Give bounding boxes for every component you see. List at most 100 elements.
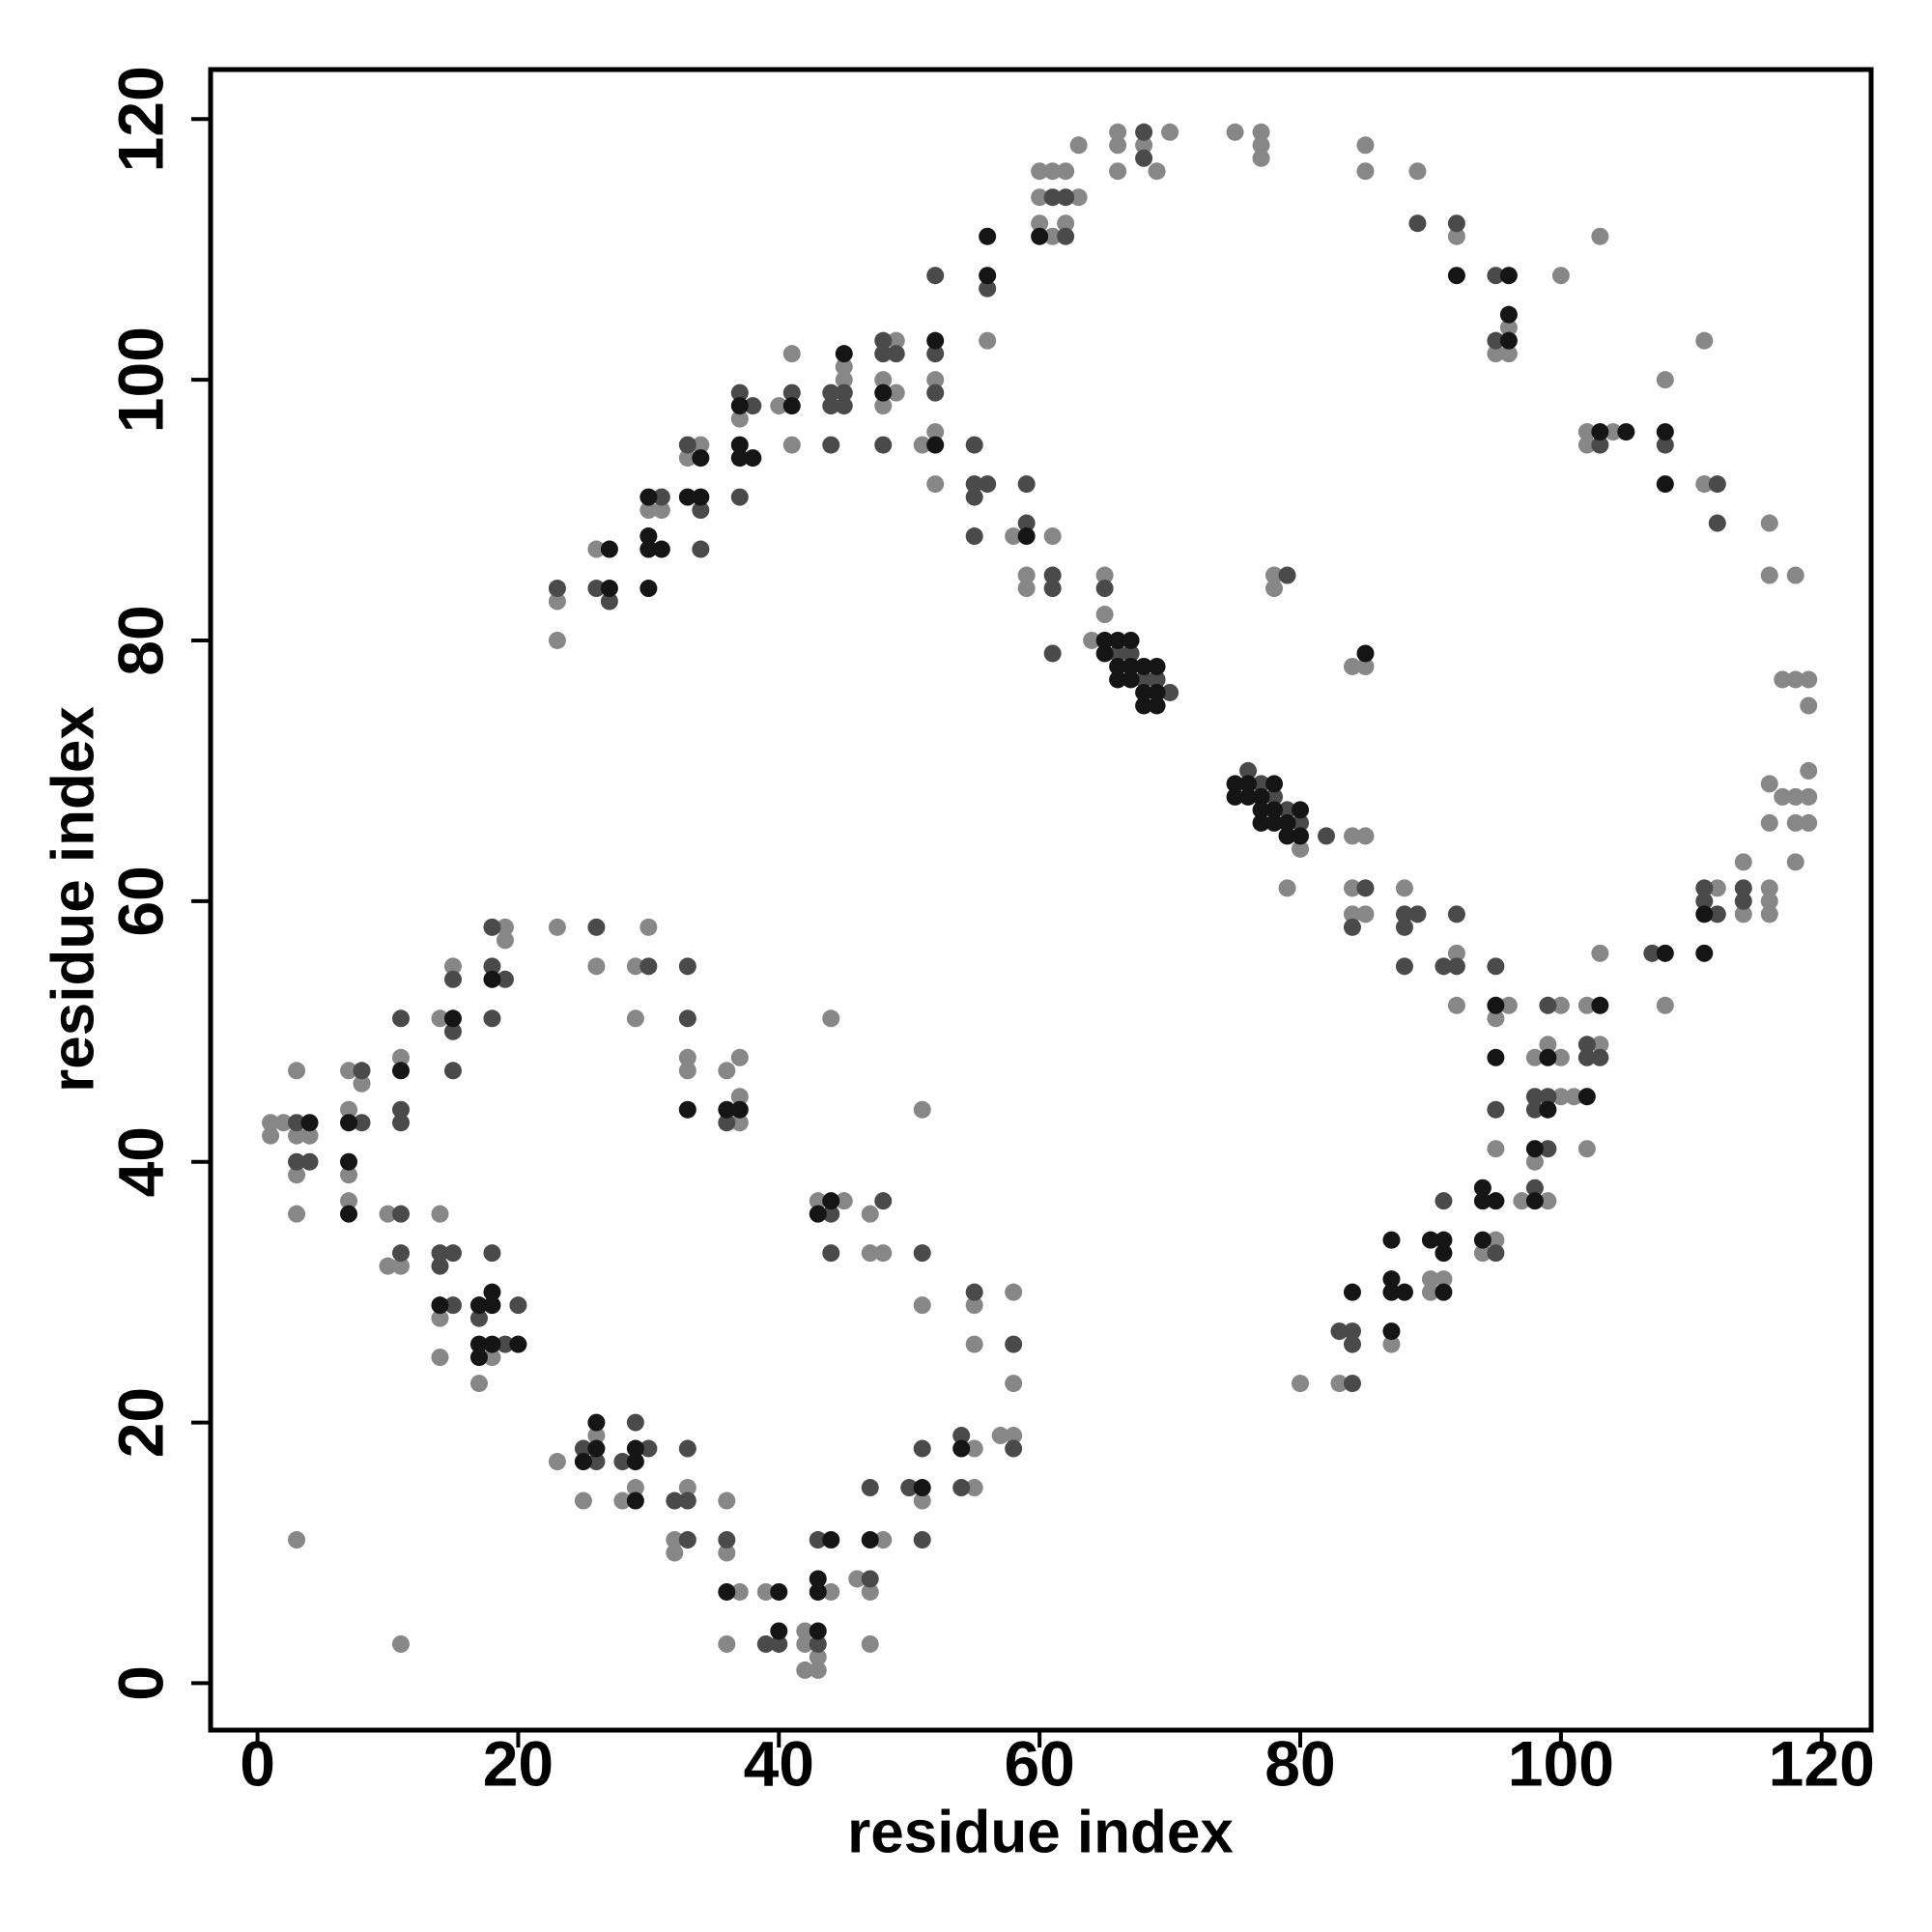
point xyxy=(678,1062,696,1080)
point xyxy=(822,397,840,415)
x-tick-label: 60 xyxy=(1004,1727,1074,1799)
point xyxy=(718,1634,736,1653)
point xyxy=(574,1492,592,1510)
point xyxy=(730,449,749,468)
point xyxy=(1239,761,1258,780)
point xyxy=(443,1244,462,1263)
point xyxy=(1343,1375,1361,1393)
point xyxy=(718,1114,736,1132)
point xyxy=(678,1479,696,1497)
point xyxy=(782,436,801,454)
point xyxy=(600,592,618,611)
point xyxy=(1591,227,1609,245)
point xyxy=(952,1479,971,1497)
point xyxy=(548,1453,566,1471)
point xyxy=(496,918,514,936)
y-tick-label: 120 xyxy=(104,66,176,172)
point xyxy=(1800,813,1818,832)
point xyxy=(730,410,749,428)
point xyxy=(1760,905,1778,923)
point xyxy=(1005,527,1023,546)
point xyxy=(809,1582,827,1601)
point xyxy=(613,1453,632,1471)
point xyxy=(483,1283,501,1301)
point xyxy=(1525,1179,1544,1197)
point xyxy=(861,1244,879,1263)
point xyxy=(1252,149,1270,167)
point xyxy=(1525,1192,1544,1210)
point xyxy=(1278,813,1296,832)
point xyxy=(1109,657,1127,675)
point xyxy=(1499,305,1518,324)
point xyxy=(1708,879,1726,897)
point xyxy=(1435,1231,1453,1249)
point xyxy=(887,384,905,402)
point xyxy=(496,1335,514,1353)
point xyxy=(1525,1140,1544,1158)
point xyxy=(835,397,853,415)
point xyxy=(1395,905,1413,923)
point xyxy=(1408,905,1427,923)
point xyxy=(809,1192,827,1210)
point xyxy=(391,1257,410,1275)
point xyxy=(1577,1088,1596,1106)
point xyxy=(1109,644,1127,663)
point xyxy=(288,1114,306,1132)
point xyxy=(288,1531,306,1549)
point xyxy=(353,1114,371,1132)
point xyxy=(1565,1088,1583,1106)
point xyxy=(1591,996,1609,1014)
point xyxy=(874,371,893,389)
point xyxy=(1148,657,1166,675)
point xyxy=(666,1492,684,1510)
point xyxy=(1786,670,1804,689)
point xyxy=(483,1349,501,1367)
point xyxy=(548,580,566,598)
point xyxy=(861,1570,879,1588)
point xyxy=(692,449,710,468)
point xyxy=(483,1244,501,1263)
y-tick-label: 20 xyxy=(104,1387,176,1458)
point xyxy=(822,436,840,454)
point xyxy=(730,436,749,454)
point xyxy=(1343,1335,1361,1353)
point xyxy=(574,1453,592,1471)
point xyxy=(639,540,658,558)
x-tick-label: 20 xyxy=(483,1727,554,1799)
point xyxy=(718,1531,736,1549)
point xyxy=(340,1192,358,1210)
point xyxy=(1760,813,1778,832)
point xyxy=(1774,670,1792,689)
point xyxy=(1591,423,1609,441)
point xyxy=(809,1531,827,1549)
point xyxy=(1447,267,1465,285)
point xyxy=(340,1114,358,1132)
point xyxy=(1695,892,1714,910)
point xyxy=(1695,331,1714,350)
point xyxy=(626,1439,644,1458)
point xyxy=(652,501,670,520)
point xyxy=(718,1582,736,1601)
point xyxy=(1395,1283,1413,1301)
point xyxy=(1135,670,1153,689)
point xyxy=(1487,1140,1505,1158)
point xyxy=(1577,1048,1596,1066)
point xyxy=(1109,136,1127,155)
point xyxy=(692,540,710,558)
point xyxy=(678,1009,696,1028)
point xyxy=(1447,996,1465,1014)
point xyxy=(822,1582,840,1601)
point xyxy=(1499,345,1518,363)
point xyxy=(1539,1048,1557,1066)
point xyxy=(431,1349,449,1367)
point xyxy=(1043,227,1062,245)
point xyxy=(1148,696,1166,715)
point xyxy=(1005,1427,1023,1445)
point xyxy=(1069,136,1088,155)
point xyxy=(1317,827,1335,845)
point xyxy=(991,1427,1009,1445)
point xyxy=(1343,1283,1361,1301)
point xyxy=(822,1009,840,1028)
point xyxy=(1487,996,1505,1014)
point xyxy=(1017,566,1036,584)
